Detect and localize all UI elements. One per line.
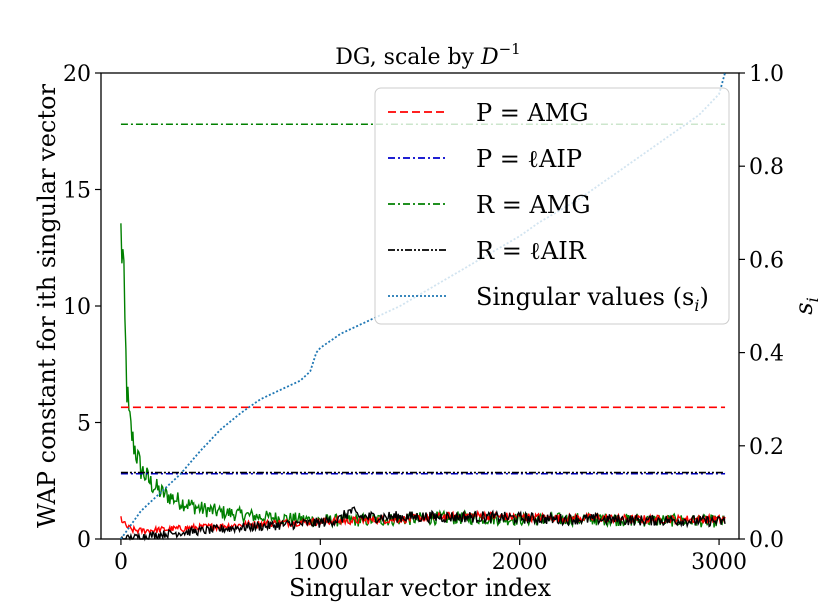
y-right-tick-label: 0.4 (749, 342, 784, 367)
x-tick-label: 0 (114, 550, 128, 575)
legend: P = AMG P = ℓAIP R = AMG R = ℓAIR Singular v… (374, 87, 730, 325)
chart-title-text: DG, scale by (335, 45, 481, 70)
series-line-r-air-per-vector- (120, 506, 726, 542)
per-vector-series (120, 223, 726, 542)
legend-label: P = AMG (476, 99, 589, 127)
y-axis-right-label: si (790, 297, 822, 314)
chart-title: DG, scale by D−1 (335, 40, 520, 70)
y-axis-left: 0 5 10 15 20 (63, 62, 101, 553)
y-right-tick-label: 0.2 (749, 435, 784, 460)
y-left-tick-label: 10 (63, 295, 91, 320)
x-tick-label: 1000 (292, 550, 348, 575)
x-axis-label: Singular vector index (289, 574, 552, 602)
y-left-tick-label: 0 (77, 528, 91, 553)
legend-label: Singular values (si) (476, 283, 709, 315)
y-right-tick-label: 0.0 (749, 528, 784, 553)
legend-box (374, 87, 730, 325)
y-right-tick-label: 1.0 (749, 62, 784, 87)
x-tick-label: 2000 (492, 550, 548, 575)
y-axis-left-label: WAP constant for ith singular vector (33, 84, 61, 528)
x-tick-label: 3000 (691, 550, 747, 575)
chart-title-sup: −1 (499, 40, 521, 58)
y-axis-right-label-base: s (790, 302, 818, 314)
legend-label: R = AMG (476, 191, 591, 219)
y-right-tick-label: 0.8 (749, 155, 784, 180)
y-axis-right: 0.0 0.2 0.4 0.6 0.8 1.0 (739, 62, 784, 553)
y-right-tick-label: 0.6 (749, 248, 784, 273)
chart-title-math: D (480, 45, 499, 70)
x-axis: 0 1000 2000 3000 (114, 539, 747, 575)
legend-items: P = AMG P = ℓAIP R = AMG R = ℓAIR Singular v… (388, 99, 709, 315)
legend-label: P = ℓAIP (476, 145, 582, 173)
y-left-tick-label: 5 (77, 412, 91, 437)
y-left-tick-label: 15 (63, 179, 91, 204)
legend-label: R = ℓAIR (476, 237, 587, 265)
y-axis-right-label-sub: i (803, 297, 822, 302)
y-left-tick-label: 20 (63, 62, 91, 87)
